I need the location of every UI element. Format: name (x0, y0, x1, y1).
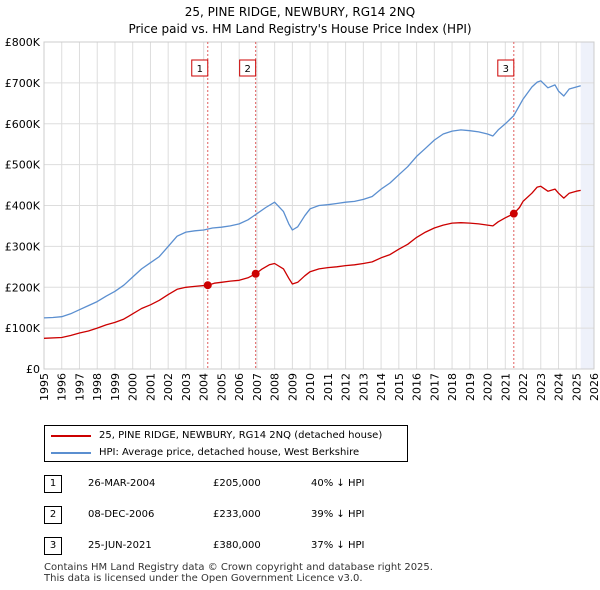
x-tick-label: 2021 (499, 373, 512, 401)
sale-hpi-diff: 37% ↓ HPI (311, 540, 365, 551)
sale-hpi-diff: 39% ↓ HPI (311, 509, 365, 520)
sale-number-badge: 2 (44, 506, 62, 524)
legend-label-hpi: HPI: Average price, detached house, West… (99, 447, 360, 458)
x-axis-ticks: 1995 1996 1997 1998 1999 2000 2001 2002 2003 2004… (38, 373, 600, 401)
x-tick-label: 1995 (38, 373, 51, 401)
sale-label-number: 1 (197, 64, 203, 75)
x-tick-label: 2024 (553, 373, 566, 401)
sale-price: £205,000 (213, 478, 261, 489)
title-line-2: Price paid vs. HM Land Registry's House … (128, 22, 472, 36)
x-tick-label: 2018 (446, 373, 459, 401)
x-tick-label: 2005 (215, 373, 228, 401)
x-tick-label: 2013 (357, 373, 370, 401)
x-tick-label: 2007 (251, 373, 264, 401)
chart-title: 25, PINE RIDGE, NEWBURY, RG14 2NQ Price … (0, 4, 600, 38)
x-tick-label: 2010 (304, 373, 317, 401)
x-tick-label: 2020 (482, 373, 495, 401)
y-tick-label: £700K (5, 77, 41, 90)
sale-date: 25-JUN-2021 (88, 540, 152, 551)
x-tick-label: 2026 (588, 373, 600, 401)
x-tick-label: 2002 (162, 373, 175, 401)
x-tick-label: 2017 (428, 373, 441, 401)
plot-border (43, 41, 595, 370)
sale-price: £233,000 (213, 509, 261, 520)
x-tick-label: 2022 (517, 373, 530, 401)
sale-hpi-diff: 40% ↓ HPI (311, 478, 365, 489)
legend-line-price (51, 435, 91, 437)
table-row: 3 25-JUN-2021 £380,000 37% ↓ HPI (0, 537, 600, 557)
sale-point (251, 269, 260, 278)
x-tick-label: 1996 (56, 373, 69, 401)
y-tick-label: £500K (5, 159, 41, 172)
y-axis-ticks: £0 £100K £200K £300K £400K £500K £600K £700K £80… (5, 36, 41, 376)
sale-number-badge: 3 (44, 537, 62, 555)
y-tick-label: £800K (5, 36, 41, 49)
x-tick-label: 2011 (322, 373, 335, 401)
sale-label-box (239, 59, 257, 77)
sale-point (509, 209, 518, 218)
sale-date: 08-DEC-2006 (88, 509, 155, 520)
footer: Contains HM Land Registry data © Crown c… (44, 562, 433, 584)
hpi-line (43, 80, 581, 319)
x-tick-label: 1997 (73, 373, 86, 401)
sale-label-number: 2 (244, 64, 250, 75)
legend-line-hpi (51, 452, 91, 454)
price-chart: 1 2 3 £0 £100K £200K £300K £400K £500K £600K £700… (5, 36, 600, 401)
x-tick-label: 2000 (127, 373, 140, 401)
footer-licence: This data is licensed under the Open Gov… (44, 573, 363, 584)
sale-price: £380,000 (213, 540, 261, 551)
y-tick-label: £300K (5, 240, 41, 253)
sale-point (203, 281, 212, 290)
legend-label-price: 25, PINE RIDGE, NEWBURY, RG14 2NQ (detac… (99, 430, 383, 441)
x-tick-label: 2001 (144, 373, 157, 401)
sale-marker-lines (207, 42, 515, 369)
x-tick-label: 2014 (375, 373, 388, 401)
title-line-1: 25, PINE RIDGE, NEWBURY, RG14 2NQ (184, 5, 416, 19)
table-row: 1 26-MAR-2004 £205,000 40% ↓ HPI (0, 475, 600, 495)
y-tick-label: £600K (5, 118, 41, 131)
x-tick-label: 2015 (393, 373, 406, 401)
footer-copyright: Contains HM Land Registry data © Crown c… (44, 562, 433, 573)
x-tick-label: 2006 (233, 373, 246, 401)
sale-label-box (191, 59, 209, 77)
price-paid-line (43, 185, 581, 339)
sale-date: 26-MAR-2004 (88, 478, 156, 489)
x-tick-label: 2009 (286, 373, 299, 401)
x-tick-label: 2016 (411, 373, 424, 401)
x-tick-label: 2004 (198, 373, 211, 401)
x-tick-label: 1999 (109, 373, 122, 401)
sale-labels: 1 2 3 (191, 59, 515, 77)
sale-label-number: 3 (503, 64, 509, 75)
x-tick-label: 2025 (570, 373, 583, 401)
x-tick-label: 2019 (464, 373, 477, 401)
x-tick-label: 2003 (180, 373, 193, 401)
sale-label-box (497, 59, 515, 77)
x-tick-label: 2012 (340, 373, 353, 401)
legend: 25, PINE RIDGE, NEWBURY, RG14 2NQ (detac… (44, 425, 408, 462)
x-tick-label: 1998 (91, 373, 104, 401)
x-tick-label: 2023 (535, 373, 548, 401)
y-tick-label: £400K (5, 200, 41, 213)
y-tick-label: £100K (5, 322, 41, 335)
y-tick-label: £0 (26, 363, 40, 376)
sale-points (203, 209, 518, 290)
y-tick-label: £200K (5, 281, 41, 294)
sale-number-badge: 1 (44, 475, 62, 493)
table-row: 2 08-DEC-2006 £233,000 39% ↓ HPI (0, 506, 600, 526)
series-layer (43, 80, 581, 339)
x-tick-label: 2008 (269, 373, 282, 401)
